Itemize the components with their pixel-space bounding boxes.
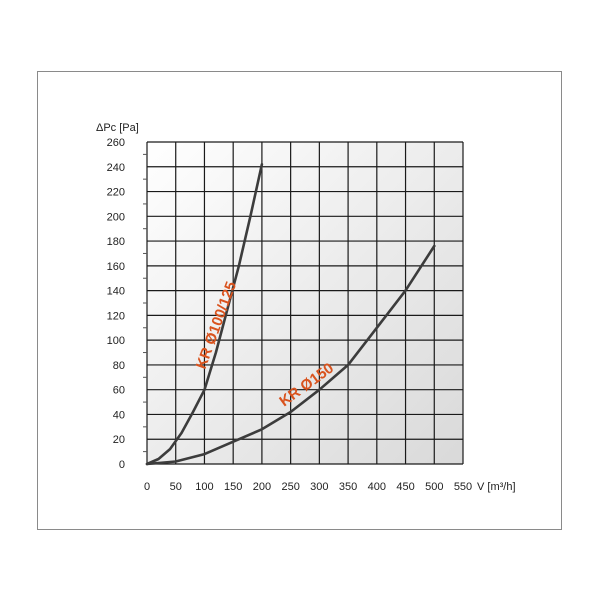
x-tick-label-500: 500: [425, 481, 443, 493]
series-layer: [145, 163, 436, 466]
y-tick-labels: 0 20 40 60 80 100 120 140 160 180 200 220 240 260: [107, 137, 125, 471]
y-tick-label-80: 80: [113, 360, 125, 372]
x-tick-label-350: 350: [339, 481, 357, 493]
y-tick-label-240: 240: [107, 162, 125, 174]
y-tick-label-180: 180: [107, 236, 125, 248]
y-tick-label-0: 0: [119, 459, 125, 471]
y-tick-label-160: 160: [107, 261, 125, 273]
x-tick-label-250: 250: [281, 481, 299, 493]
y-tick-label-120: 120: [107, 310, 125, 322]
chart-frame: [37, 71, 562, 530]
y-tick-label-200: 200: [107, 211, 125, 223]
x-axis-label: V [m³/h]: [477, 481, 516, 493]
series-line-1: [145, 244, 436, 466]
x-tick-label-450: 450: [396, 481, 414, 493]
y-tick-label-220: 220: [107, 187, 125, 199]
y-tick-label-140: 140: [107, 286, 125, 298]
y-tick-label-60: 60: [113, 385, 125, 397]
y-axis-label: ΔPc [Pa]: [96, 122, 139, 134]
grid: [146, 141, 464, 465]
x-tick-label-150: 150: [224, 481, 242, 493]
x-tick-label-200: 200: [253, 481, 271, 493]
x-tick-label-50: 50: [170, 481, 182, 493]
x-tick-label-300: 300: [310, 481, 328, 493]
y-tick-label-100: 100: [107, 335, 125, 347]
plot-area: [147, 142, 463, 464]
x-tick-label-0: 0: [144, 481, 150, 493]
y-tick-label-20: 20: [113, 434, 125, 446]
x-tick-label-400: 400: [368, 481, 386, 493]
minor-ticks: [143, 153, 147, 453]
y-tick-label-260: 260: [107, 137, 125, 149]
series-line-0: [145, 163, 264, 466]
x-tick-labels: 0 50 100 150 200 250 300 350 400 450 500 550: [144, 481, 472, 493]
y-tick-label-40: 40: [113, 409, 125, 421]
x-tick-label-550: 550: [454, 481, 472, 493]
x-tick-label-100: 100: [195, 481, 213, 493]
